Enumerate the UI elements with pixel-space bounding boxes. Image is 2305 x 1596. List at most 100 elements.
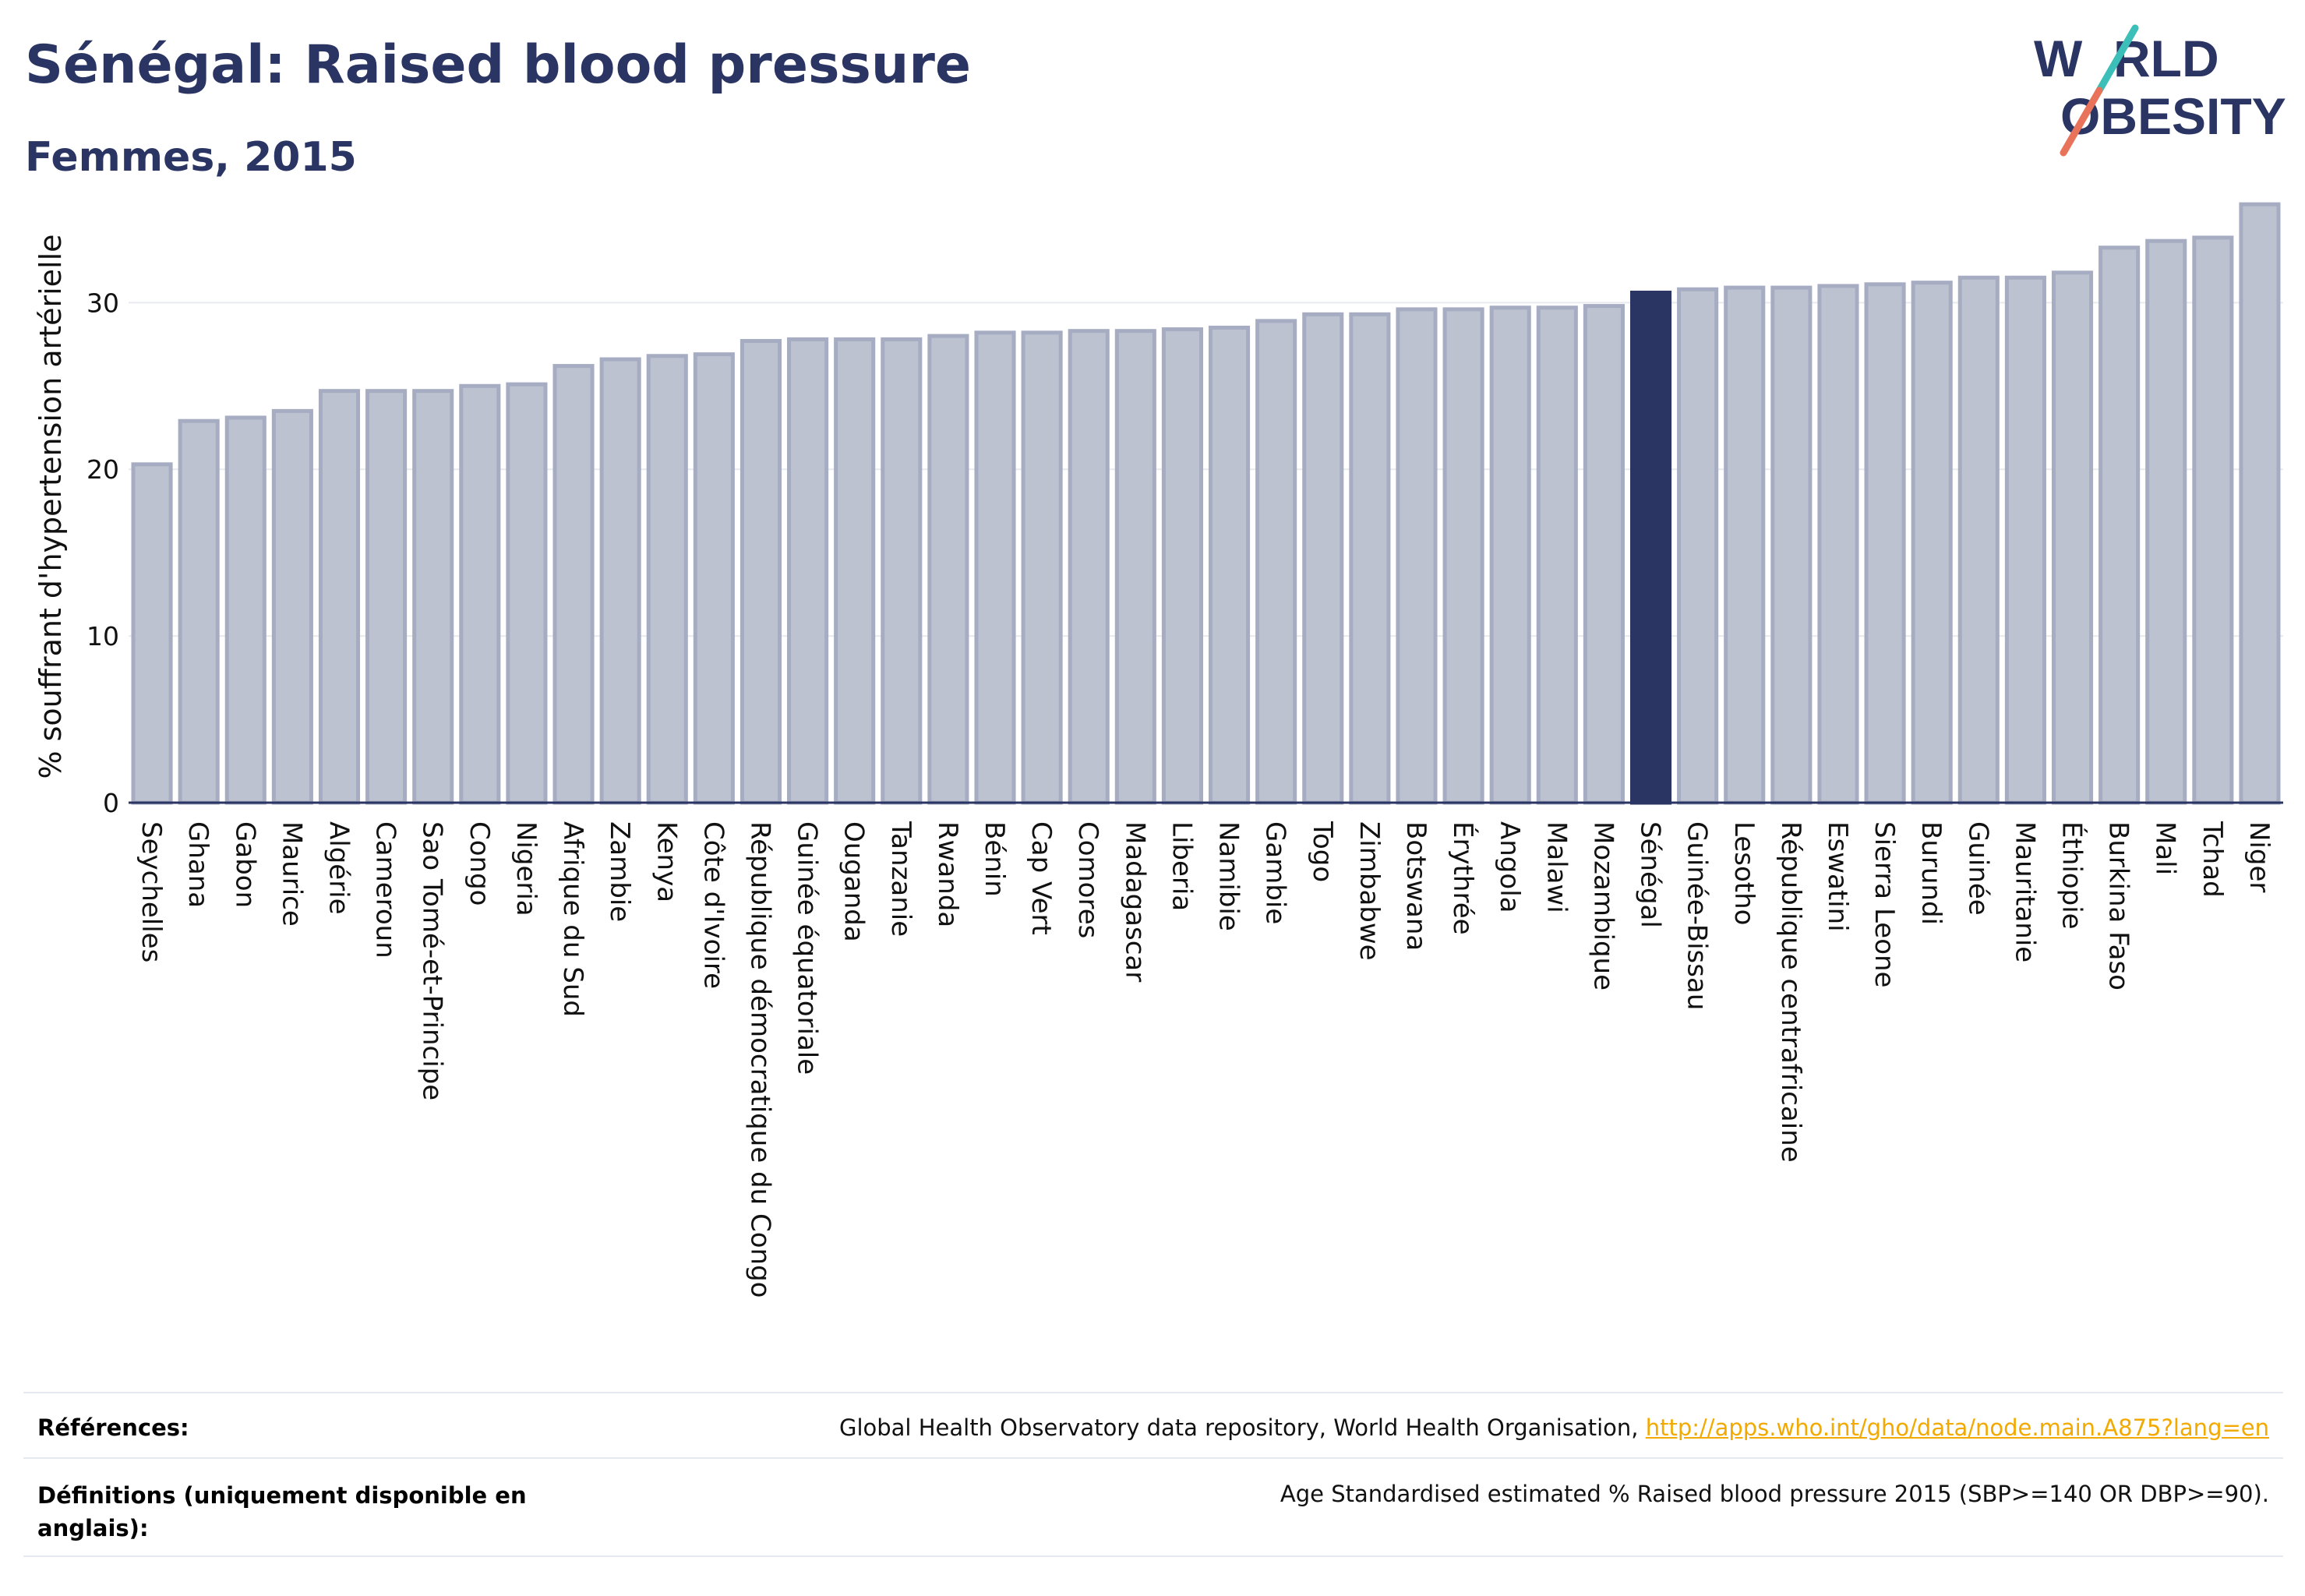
logo-slash-teal <box>2095 24 2139 94</box>
chart-subtitle: Femmes, 2015 <box>25 134 357 181</box>
bar <box>1864 282 1906 805</box>
x-tick-labels: Seychelles Ghana Gabon Maurice Algérie Camero… <box>136 821 2275 1298</box>
x-tick-label: Lesotho <box>1728 821 1760 925</box>
bar <box>927 334 969 805</box>
x-tick-label: Burundi <box>1915 821 1947 925</box>
footer-divider-top <box>23 1392 2283 1393</box>
x-tick-label: Sénégal <box>1635 821 1666 928</box>
x-tick-label: Algérie <box>323 821 354 915</box>
bar-highlighted <box>1629 291 1672 805</box>
x-tick-label: Bénin <box>979 821 1010 897</box>
x-tick-label: Nigeria <box>510 821 542 916</box>
bar <box>365 389 408 805</box>
bar <box>412 389 454 805</box>
bar <box>740 339 782 805</box>
x-tick-label: Angola <box>1494 821 1525 913</box>
y-tick-label: 30 <box>86 288 119 318</box>
bar <box>1583 304 1625 805</box>
bar <box>224 415 267 805</box>
logo-slash-coral <box>2060 87 2103 157</box>
bar <box>1677 287 1719 805</box>
x-tick-label: Guinée <box>1962 821 1993 916</box>
bar <box>459 383 501 805</box>
x-tick-label: Togo <box>1307 821 1338 882</box>
x-tick-label: Eswatini <box>1822 821 1853 932</box>
x-tick-label: Kenya <box>651 821 682 902</box>
bar <box>271 408 313 805</box>
x-tick-label: Liberia <box>1166 821 1197 911</box>
references-link[interactable]: http://apps.who.int/gho/data/node.main.A… <box>1645 1414 2269 1441</box>
x-tick-label: Botswana <box>1400 821 1431 951</box>
bar <box>1114 329 1156 805</box>
bar <box>1021 330 1063 805</box>
bar <box>2145 238 2187 805</box>
bar <box>318 389 361 805</box>
bar <box>1911 281 1953 805</box>
x-tick-label: Ghana <box>182 821 214 908</box>
bar <box>506 382 548 805</box>
y-tick-label: 20 <box>86 454 119 485</box>
bar <box>834 337 876 805</box>
x-tick-label: Cameroun <box>370 821 401 959</box>
bar <box>881 337 923 805</box>
x-tick-label: Sierra Leone <box>1869 821 1900 987</box>
x-tick-label: Rwanda <box>932 821 963 927</box>
bar <box>1770 285 1813 805</box>
y-tick-labels: 0 10 20 30 <box>86 288 119 818</box>
x-tick-label: Malawi <box>1541 821 1572 913</box>
x-tick-label: Niger <box>2243 821 2275 892</box>
bar <box>646 354 688 805</box>
footer-divider-bottom <box>23 1555 2283 1557</box>
x-tick-label: Érythrée <box>1447 821 1479 935</box>
y-axis-label: % souffrant d'hypertension artérielle <box>34 234 68 779</box>
x-tick-label: Mauritanie <box>2009 821 2040 962</box>
bar <box>1068 329 1110 805</box>
y-tick-label: 0 <box>103 788 119 818</box>
world-obesity-logo: W RLD OBESITY <box>2034 24 2286 157</box>
x-tick-label: Afrique du Sud <box>557 821 588 1017</box>
x-tick-label: Namibie <box>1213 821 1244 931</box>
x-tick-label: Zambie <box>604 821 635 922</box>
bar <box>1724 285 1766 805</box>
x-tick-label: Madagascar <box>1119 821 1150 982</box>
x-tick-label: Tanzanie <box>885 821 916 937</box>
bar <box>131 462 173 805</box>
x-tick-label: Congo <box>464 821 495 906</box>
x-tick-label: Sao Tomé-et-Principe <box>417 821 448 1100</box>
bar <box>1161 327 1203 805</box>
bar <box>1442 307 1484 805</box>
x-tick-label: Comores <box>1072 821 1103 938</box>
x-tick-label: Guinée-Bissau <box>1682 821 1713 1010</box>
bar <box>1536 305 1578 805</box>
bar <box>693 352 735 805</box>
bar <box>1255 319 1297 805</box>
definitions-label: Définitions (uniquement disponible en an… <box>37 1482 527 1541</box>
x-tick-label: Gambie <box>1260 821 1291 924</box>
bar <box>1489 305 1531 805</box>
x-tick-label: Maurice <box>276 821 307 927</box>
bar <box>1302 312 1344 805</box>
x-tick-label: Tchad <box>2197 821 2228 898</box>
bar <box>974 330 1016 805</box>
references-value: Global Health Observatory data repositor… <box>545 1414 2269 1441</box>
bar <box>2192 235 2234 805</box>
logo-w: W <box>2034 30 2083 87</box>
x-tick-label: République démocratique du Congo <box>744 821 775 1298</box>
bar <box>1209 325 1251 805</box>
x-tick-label: Burkina Faso <box>2103 821 2134 990</box>
bar <box>1817 284 1859 805</box>
references-text: Global Health Observatory data repositor… <box>838 1414 1646 1441</box>
x-tick-label: République centrafricaine <box>1775 821 1806 1163</box>
x-tick-label: Éthiopie <box>2056 821 2088 930</box>
x-tick-label: Seychelles <box>136 821 167 962</box>
x-tick-label: Gabon <box>229 821 260 908</box>
bar <box>178 418 220 805</box>
x-tick-label: Côte d'Ivoire <box>697 821 729 989</box>
x-tick-label: Mozambique <box>1587 821 1618 990</box>
bar <box>1396 307 1438 805</box>
x-tick-label: Guinée équatoriale <box>792 821 823 1075</box>
bar-chart: Seychelles Ghana Gabon Maurice Algérie Camero… <box>34 202 2283 1298</box>
bar <box>2099 245 2141 805</box>
bar <box>599 357 641 805</box>
y-tick-label: 10 <box>86 621 119 651</box>
